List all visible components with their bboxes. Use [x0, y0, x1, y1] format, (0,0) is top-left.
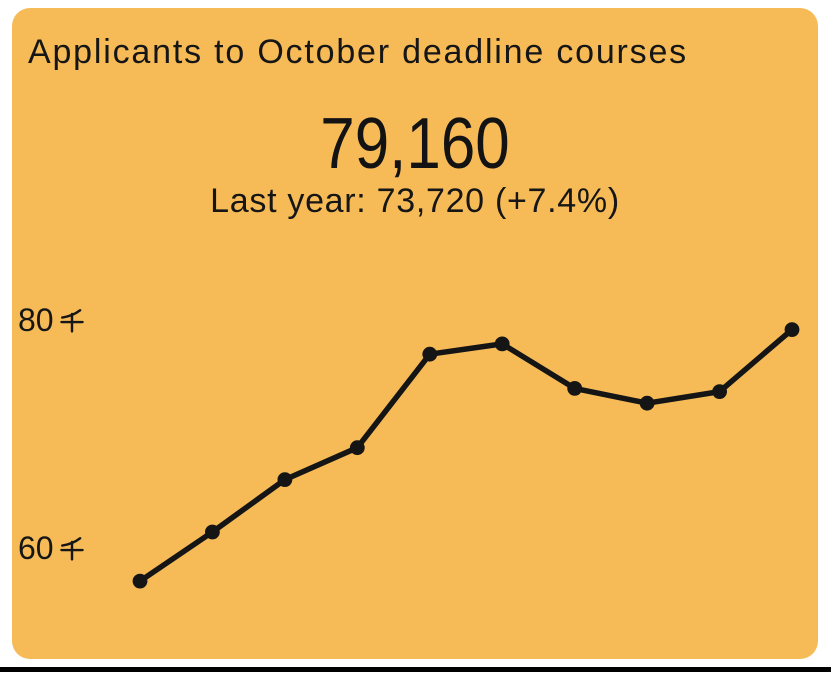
data-point: [712, 384, 727, 399]
trend-line: [137, 326, 795, 584]
thousand-unit-glyph: [59, 537, 84, 561]
thousand-unit-glyph: [59, 309, 84, 333]
data-point: [639, 395, 655, 411]
data-point: [132, 573, 148, 589]
y-axis-tick-80-number: 80: [18, 302, 54, 338]
data-point: [784, 322, 800, 337]
card-title: Applicants to October deadline courses: [28, 33, 688, 71]
data-point: [494, 336, 510, 352]
data-point: [567, 381, 583, 396]
data-point: [205, 524, 220, 540]
data-point: [277, 472, 293, 487]
chart-card: Applicants to October deadline courses 7…: [12, 8, 818, 659]
data-point: [422, 346, 438, 362]
last-year-subtitle: Last year: 73,720 (+7.4%): [210, 182, 620, 220]
y-axis-tick-60-number: 60: [18, 530, 54, 566]
y-axis-tick-80: 80: [18, 304, 85, 336]
trend-line-chart: [132, 322, 800, 589]
y-axis-tick-60: 60: [18, 532, 85, 564]
headline-value: 79,160: [320, 104, 510, 184]
bottom-border-bar: [0, 667, 831, 672]
data-point: [349, 440, 365, 456]
